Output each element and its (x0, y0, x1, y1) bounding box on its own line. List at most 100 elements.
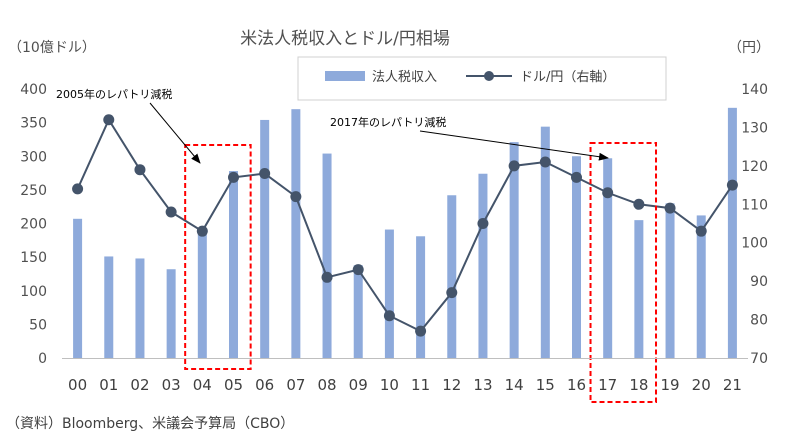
bar-10 (384, 229, 394, 358)
line-point-09 (352, 264, 364, 276)
annotation-arrow-2017 (419, 130, 609, 161)
x-tick-label: 02 (130, 376, 149, 394)
right-tick-label: 140 (741, 82, 768, 98)
line-point-12 (446, 287, 458, 299)
bar-12 (447, 195, 457, 358)
bar-13 (478, 173, 488, 358)
line-point-21 (726, 179, 738, 191)
x-tick-label: 16 (567, 376, 586, 394)
line-point-11 (415, 325, 427, 337)
line-series (72, 114, 738, 337)
x-tick-label: 07 (286, 376, 305, 394)
bar-07 (291, 109, 301, 358)
line-point-14 (508, 160, 520, 172)
x-tick-label: 17 (598, 376, 617, 394)
left-tick-label: 50 (29, 317, 47, 333)
highlight-box-04-05 (184, 144, 252, 370)
line-point-03 (165, 206, 177, 218)
line-point-06 (259, 168, 271, 180)
line-point-08 (321, 271, 333, 283)
annotation-arrow-2005 (149, 102, 201, 164)
line-point-10 (383, 310, 395, 322)
bar-04 (197, 230, 207, 358)
line-point-04 (196, 225, 208, 237)
right-tick-label: 80 (750, 313, 768, 329)
line-point-13 (477, 218, 489, 229)
legend-swatch-bar (325, 71, 365, 81)
highlight-boxes (184, 142, 658, 403)
x-tick-label: 19 (660, 376, 679, 394)
x-tick-label: 18 (629, 376, 648, 394)
x-tick-label: 03 (162, 376, 181, 394)
highlight-box-17-18 (589, 142, 658, 403)
x-tick-label: 09 (349, 376, 368, 394)
left-tick-label: 100 (20, 284, 47, 300)
left-tick-label: 250 (20, 183, 47, 199)
bar-09 (353, 265, 363, 358)
bar-02 (135, 258, 145, 358)
line-point-19 (664, 202, 676, 214)
x-tick-label: 01 (99, 376, 118, 394)
line-point-02 (134, 164, 146, 176)
bar-00 (73, 218, 83, 358)
chart-title: 米法人税収入とドル/円相場 (240, 29, 450, 49)
x-tick-label: 20 (692, 376, 711, 394)
bar-06 (260, 119, 270, 358)
legend: 法人税収入 ドル/円（右軸） (297, 56, 667, 101)
bar-21 (727, 107, 737, 358)
bar-19 (665, 203, 675, 358)
x-tick-label: 04 (193, 376, 212, 394)
line-point-16 (571, 171, 582, 183)
line-point-01 (103, 114, 115, 126)
x-tick-label: 10 (380, 376, 399, 394)
x-tick-label: 14 (505, 376, 524, 394)
annotation-2005: 2005年のレパトリ減税 (56, 87, 172, 101)
annotation-2017: 2017年のレパトリ減税 (330, 115, 446, 129)
left-tick-label: 150 (20, 250, 47, 266)
left-tick-label: 200 (20, 217, 47, 233)
left-tick-label: 0 (38, 351, 47, 367)
x-tick-label: 06 (255, 376, 274, 394)
bar-03 (166, 269, 176, 358)
line-point-18 (633, 198, 645, 210)
bar-01 (104, 256, 114, 358)
legend-label-line: ドル/円（右軸） (520, 70, 615, 85)
bar-14 (509, 142, 519, 358)
line-point-05 (228, 171, 239, 183)
left-tick-label: 350 (20, 116, 47, 132)
right-tick-label: 120 (741, 159, 768, 175)
right-tick-label: 70 (750, 351, 768, 367)
x-tick-label: 11 (411, 376, 430, 394)
bar-17 (603, 158, 613, 358)
x-tick-label: 12 (442, 376, 461, 394)
left-axis-unit: （10億ドル） (8, 40, 96, 56)
x-tick-label: 15 (536, 376, 555, 394)
axes: 0501001502002503003504007080901001101201… (20, 82, 768, 394)
x-tick-label: 05 (224, 376, 243, 394)
x-tick-label: 08 (317, 376, 336, 394)
right-axis-unit: （円） (728, 40, 770, 56)
left-tick-label: 400 (20, 82, 47, 98)
exchange-rate-line (76, 117, 734, 333)
right-tick-label: 110 (741, 197, 768, 213)
line-point-20 (695, 225, 707, 237)
x-tick-label: 00 (68, 376, 87, 394)
bar-11 (416, 236, 426, 358)
right-tick-label: 90 (750, 274, 768, 290)
bar-18 (634, 220, 644, 358)
annotations: 2005年のレパトリ減税 2017年のレパトリ減税 (56, 87, 609, 164)
right-tick-label: 100 (741, 236, 768, 252)
line-point-17 (602, 187, 614, 199)
bar-15 (540, 126, 550, 358)
x-tick-label: 13 (473, 376, 492, 394)
bar-20 (696, 215, 706, 358)
line-point-00 (72, 183, 84, 195)
x-tick-label: 21 (723, 376, 742, 394)
legend-label-bar: 法人税収入 (372, 70, 437, 85)
bar-08 (322, 153, 332, 358)
legend-swatch-marker (484, 71, 494, 81)
right-tick-label: 130 (741, 120, 768, 136)
left-tick-label: 300 (20, 149, 47, 165)
